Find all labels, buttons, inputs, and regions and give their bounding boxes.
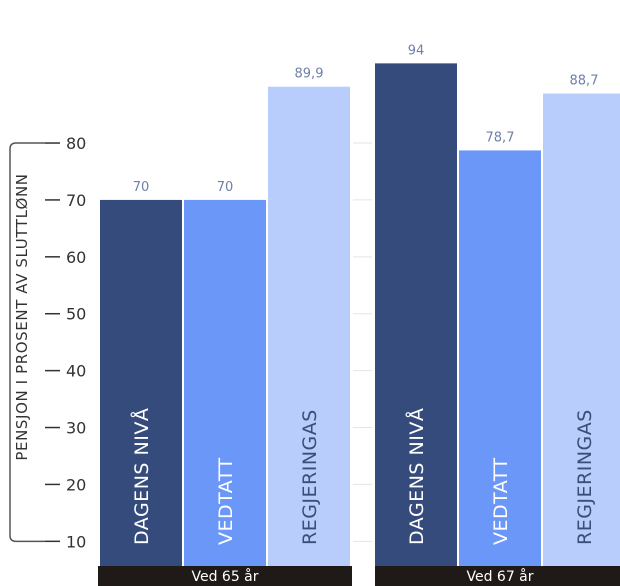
y-tick-label-40: 40 xyxy=(66,362,86,381)
y-axis-label-container: PENSJON I PROSENT AV SLUTTLØNN xyxy=(0,0,31,460)
bar-g2-vedtatt xyxy=(459,150,541,566)
value-label-g1-regjeringas: 89,9 xyxy=(295,67,324,82)
y-axis: 10 20 30 40 50 60 70 80 xyxy=(9,134,372,551)
y-tick-label-30: 30 xyxy=(66,419,86,438)
value-label-g2-regjeringas: 88,7 xyxy=(570,74,599,89)
value-label-g1-vedtatt: 70 xyxy=(217,180,234,195)
y-tick-label-60: 60 xyxy=(66,248,86,267)
group-strip-2 xyxy=(375,566,620,586)
value-label-g1-dagens-niv-: 70 xyxy=(133,180,150,195)
y-axis-label: PENSJON I PROSENT AV SLUTTLØNN xyxy=(13,173,31,461)
bar-name-g2-vedtatt: VEDTATT xyxy=(490,457,512,545)
value-label-g2-dagens-niv-: 94 xyxy=(408,43,425,58)
bar-g1-regjeringas xyxy=(268,86,350,567)
bar-g1-vedtatt xyxy=(184,199,266,566)
y-tick-label-50: 50 xyxy=(66,305,86,324)
bar-g2-regjeringas xyxy=(543,93,620,567)
group-labels: Ved 65 år Ved 67 år xyxy=(98,566,620,586)
bar-name-g1-vedtatt: VEDTATT xyxy=(215,457,237,545)
y-tick-label-70: 70 xyxy=(66,191,86,210)
bar-g1-dagens-niv- xyxy=(100,199,182,566)
bar-name-g2-dagens-niv-: DAGENS NIVÅ xyxy=(405,408,428,545)
y-tick-label-20: 20 xyxy=(66,475,86,494)
bars: 70 DAGENS NIVÅ 70 VEDTATT 89,9 REGJERINGAS 94 D… xyxy=(100,43,620,567)
bar-name-g1-regjeringas: REGJERINGAS xyxy=(299,409,321,545)
value-label-g2-vedtatt: 78,7 xyxy=(486,130,515,145)
bar-name-g1-dagens-niv-: DAGENS NIVÅ xyxy=(130,408,153,545)
bar-name-g2-regjeringas: REGJERINGAS xyxy=(574,409,596,545)
group-label-2: Ved 67 år xyxy=(466,568,533,585)
y-tick-label-10: 10 xyxy=(66,532,86,551)
y-axis-bracket xyxy=(9,142,45,543)
y-tick-label-80: 80 xyxy=(66,134,86,153)
group-strip-1 xyxy=(98,566,352,586)
bar-g2-dagens-niv- xyxy=(375,63,457,566)
group-label-1: Ved 65 år xyxy=(191,568,258,585)
